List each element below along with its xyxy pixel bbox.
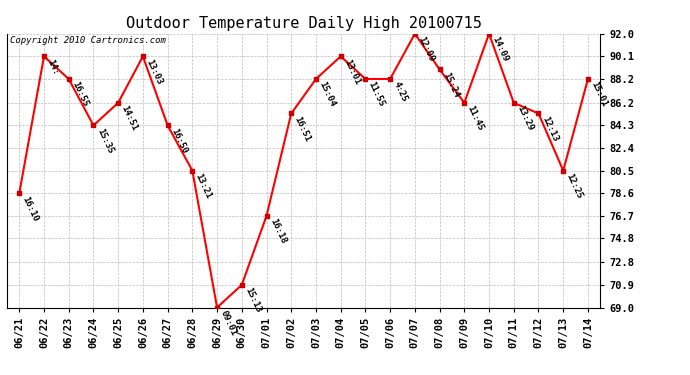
- Text: 16:55: 16:55: [70, 80, 90, 108]
- Text: 16:51: 16:51: [293, 115, 312, 143]
- Point: [39, 53, 50, 59]
- Text: 15:24: 15:24: [441, 71, 460, 99]
- Text: 14:09: 14:09: [491, 35, 510, 63]
- Point: [112, 100, 124, 106]
- Text: 11:45: 11:45: [466, 104, 485, 132]
- Point: [236, 282, 247, 288]
- Point: [533, 111, 544, 117]
- Point: [14, 190, 25, 196]
- Point: [310, 76, 322, 82]
- Text: 16:18: 16:18: [268, 217, 288, 245]
- Point: [384, 76, 395, 82]
- Text: 13:03: 13:03: [144, 58, 164, 86]
- Text: 12:09: 12:09: [416, 35, 436, 63]
- Text: 16:50: 16:50: [169, 127, 188, 155]
- Text: 14:: 14:: [46, 58, 60, 76]
- Text: 13:29: 13:29: [515, 104, 535, 132]
- Text: 16:10: 16:10: [21, 195, 40, 223]
- Point: [582, 76, 593, 82]
- Text: 14:51: 14:51: [119, 104, 139, 132]
- Point: [187, 168, 198, 174]
- Point: [509, 100, 520, 106]
- Point: [558, 168, 569, 174]
- Text: 4:25: 4:25: [391, 80, 408, 104]
- Point: [434, 66, 445, 72]
- Point: [484, 31, 495, 37]
- Title: Outdoor Temperature Daily High 20100715: Outdoor Temperature Daily High 20100715: [126, 16, 482, 31]
- Point: [409, 31, 420, 37]
- Point: [63, 76, 75, 82]
- Point: [212, 304, 223, 310]
- Text: 12:25: 12:25: [564, 172, 584, 200]
- Text: 15:04: 15:04: [317, 80, 337, 108]
- Text: 11:55: 11:55: [367, 80, 386, 108]
- Point: [286, 111, 297, 117]
- Point: [88, 122, 99, 128]
- Text: 13:21: 13:21: [194, 172, 213, 200]
- Point: [360, 76, 371, 82]
- Point: [335, 53, 346, 59]
- Text: 15:01: 15:01: [589, 80, 609, 108]
- Text: 15:35: 15:35: [95, 127, 115, 155]
- Text: 13:01: 13:01: [342, 58, 362, 86]
- Text: 15:13: 15:13: [243, 286, 263, 314]
- Point: [137, 53, 148, 59]
- Point: [459, 100, 470, 106]
- Text: 12:13: 12:13: [540, 115, 560, 143]
- Text: Copyright 2010 Cartronics.com: Copyright 2010 Cartronics.com: [10, 36, 166, 45]
- Point: [162, 122, 173, 128]
- Text: 09:01: 09:01: [219, 309, 238, 337]
- Point: [261, 213, 272, 219]
